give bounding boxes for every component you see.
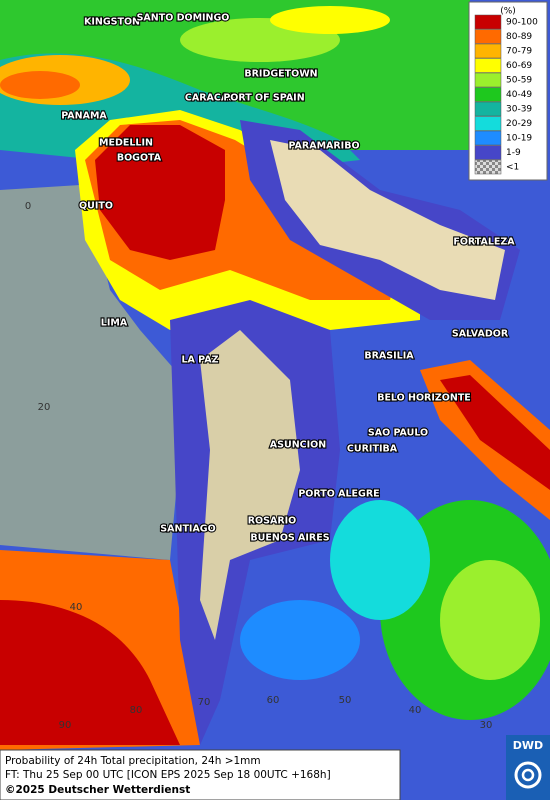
legend-swatch	[474, 14, 502, 30]
lon-label: 40	[409, 705, 422, 716]
city-label: LIMA	[101, 318, 128, 329]
lon-label: 50	[339, 695, 352, 706]
legend-label: 80-89	[506, 32, 532, 42]
lat-label: 40	[70, 602, 83, 613]
city-label: PORT OF SPAIN	[223, 93, 304, 104]
legend-swatch	[474, 87, 502, 102]
lon-label: 80	[130, 705, 143, 716]
legend-label: 30-39	[506, 105, 532, 115]
city-label: BOGOTA	[117, 153, 162, 164]
city-label: KINGSTON	[84, 17, 140, 28]
logo-box	[506, 735, 550, 800]
city-label: PORTO ALEGRE	[298, 489, 379, 500]
city-label: MEDELLIN	[99, 138, 153, 149]
legend-label: 90-100	[506, 18, 538, 28]
legend-label: <1	[506, 163, 519, 173]
city-label: QUITO	[79, 201, 113, 212]
city-label: BUENOS AIRES	[250, 533, 329, 544]
logo-icon	[514, 761, 542, 789]
lon-label: 30	[480, 720, 493, 731]
logo-icon	[521, 768, 535, 782]
footer-box	[0, 749, 401, 800]
legend-label: 10-19	[506, 134, 532, 144]
city-label: SAO PAULO	[368, 428, 428, 439]
city-label: PANAMA	[61, 111, 107, 122]
legend-label: 1-9	[506, 148, 521, 158]
footer: Probability of 24h Total precipitation, …	[0, 735, 550, 800]
city-label: LA PAZ	[181, 355, 218, 366]
legend-swatch	[474, 101, 502, 117]
logo-text: DWD	[513, 739, 543, 752]
city-label: SALVADOR	[452, 329, 509, 340]
legend-title: (%)	[500, 7, 516, 17]
city-label: ASUNCION	[270, 440, 326, 451]
labels: KINGSTON SANTO DOMINGO BRIDGETOWN PANAMA…	[25, 11, 517, 731]
lon-label: 60	[267, 695, 280, 706]
legend-swatch	[474, 58, 502, 73]
city-label: PARAMARIBO	[288, 141, 359, 152]
lat-label: 0	[25, 201, 31, 212]
legend-label: 40-49	[506, 90, 532, 100]
lat-label: 20	[38, 402, 51, 413]
legend-label: 60-69	[506, 61, 532, 71]
legend-swatch	[474, 159, 502, 175]
city-label: FORTALEZA	[453, 237, 515, 248]
city-label: CARACAS	[185, 93, 235, 104]
legend-label: 50-59	[506, 76, 532, 86]
city-label: CURITIBA	[347, 444, 398, 455]
legend-label: 70-79	[506, 47, 532, 57]
legend-swatch	[474, 145, 502, 160]
legend-swatch	[474, 72, 502, 88]
legend-swatch	[474, 130, 502, 146]
legend: (%) 90-100 80-89 70-79 60-69 50-59 40-49 30-39…	[468, 1, 548, 181]
city-label: SANTO DOMINGO	[137, 13, 230, 24]
footer-line: FT: Thu 25 Sep 00 UTC [ICON EPS 2025 Sep…	[5, 769, 331, 781]
legend-swatch	[474, 43, 502, 59]
legend-swatch	[474, 116, 502, 131]
city-label: SANTIAGO	[160, 524, 215, 535]
lon-label: 70	[198, 697, 211, 708]
lon-label: 90	[59, 720, 72, 731]
city-label: BRASILIA	[364, 351, 414, 362]
city-label: ROSARIO	[248, 516, 297, 527]
city-label: BELO HORIZONTE	[377, 393, 471, 404]
legend-label: 20-29	[506, 119, 532, 129]
footer-line: ©2025 Deutscher Wetterdienst	[5, 784, 190, 796]
city-label: BRIDGETOWN	[244, 69, 317, 80]
legend-swatch	[474, 29, 502, 44]
footer-line: Probability of 24h Total precipitation, …	[5, 755, 261, 767]
